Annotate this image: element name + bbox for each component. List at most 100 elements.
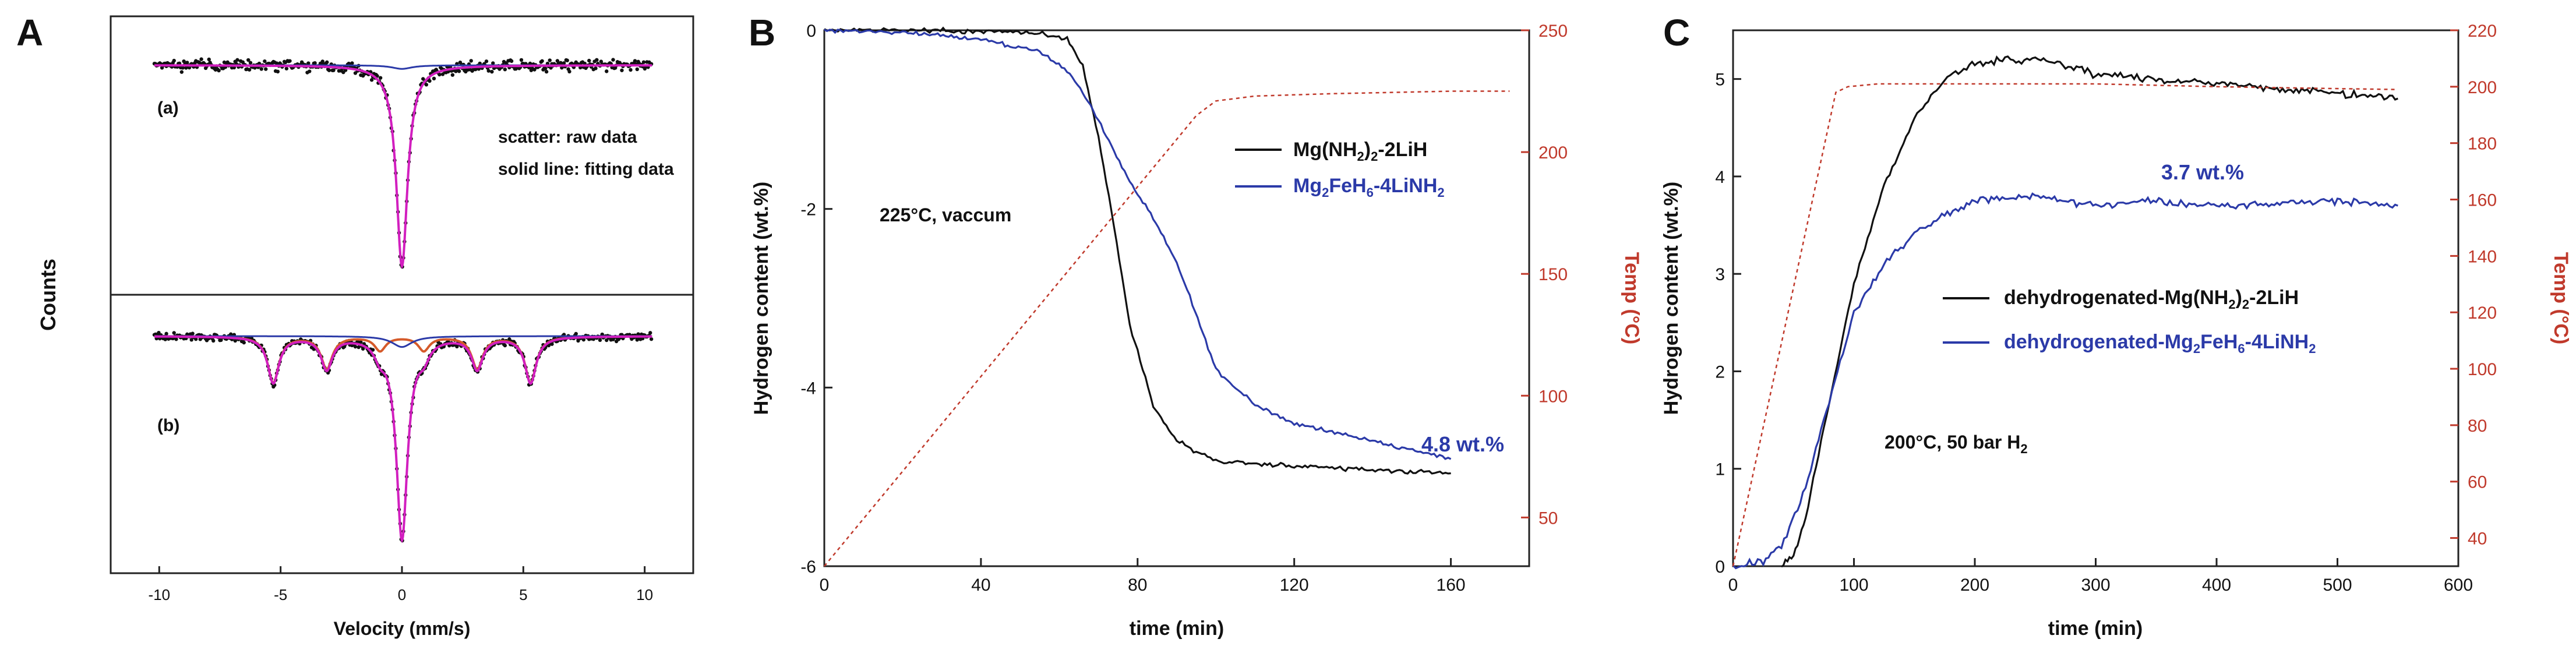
panel-a-raw-point xyxy=(246,58,250,62)
panel-a-legend-line2: solid line: fitting data xyxy=(498,160,674,179)
panel-a-raw-point xyxy=(567,69,571,74)
panel-a-raw-point xyxy=(548,58,552,62)
panel-a-raw-point xyxy=(503,343,507,348)
panel-a-raw-point xyxy=(648,331,652,335)
panel-a-raw-point xyxy=(478,61,482,66)
panel-a-label-a: (a) xyxy=(157,98,179,118)
panel-a-x-tick-label: 10 xyxy=(636,586,653,603)
panel-a-raw-point xyxy=(217,68,221,73)
panel-a-raw-point xyxy=(641,60,646,64)
panel-a-ylabel: Counts xyxy=(36,259,60,331)
panel-b-ticks: 0 40 80 120 160 0 -2 -4 -6 250 200 150 100 50 xyxy=(800,22,1568,595)
panel-a-raw-point xyxy=(248,61,253,65)
panel-c-y2-tick-label: 160 xyxy=(2468,191,2497,210)
panel-a-raw-point xyxy=(172,331,176,335)
panel-b: B 0 40 80 120 160 0 -2 -4 -6 250 200 150 100 50 Hydro… xyxy=(749,12,1643,640)
panel-a-raw-point xyxy=(432,76,436,81)
panel-b-y-tick-label: -2 xyxy=(800,200,816,220)
panel-a-raw-point xyxy=(229,332,233,336)
panel-a-x-tick-label: -10 xyxy=(149,586,171,603)
panel-a-raw-point xyxy=(635,67,639,72)
panel-a-raw-point xyxy=(357,345,361,350)
panel-a-raw-point xyxy=(276,69,280,74)
panel-a-raw-point xyxy=(263,59,267,63)
panel-c-legend-label-blue: dehydrogenated-Mg2FeH6-4LiNH2 xyxy=(2004,331,2316,356)
panel-a-raw-point xyxy=(509,59,514,63)
panel-c-y2label: Temp (°C) xyxy=(2550,252,2572,344)
panel-a-raw-point xyxy=(264,67,268,71)
panel-a-raw-point xyxy=(594,66,598,70)
panel-a-raw-point xyxy=(235,58,239,62)
panel-a-raw-point xyxy=(576,338,580,343)
panel-a-top-plot xyxy=(152,57,654,269)
panel-a-raw-point xyxy=(182,59,186,63)
panel-a-raw-point xyxy=(327,68,331,72)
panel-a-raw-point xyxy=(369,78,374,82)
panel-b-x-tick-label: 80 xyxy=(1128,576,1147,595)
panel-a-raw-point xyxy=(490,69,494,74)
panel-a-raw-point xyxy=(370,348,375,352)
panel-a-raw-point xyxy=(164,331,168,336)
panel-a-total-fit-line xyxy=(154,335,652,543)
panel-b-series-mg-nh2-2lih-line xyxy=(824,26,1451,475)
panel-a-raw-point xyxy=(331,68,336,72)
panel-a-raw-point xyxy=(544,69,549,74)
panel-c-y2-tick-label: 100 xyxy=(2468,360,2497,379)
panel-b-y-tick-label: 0 xyxy=(806,22,816,41)
panel-a-raw-point xyxy=(454,69,458,73)
panel-a-raw-point xyxy=(361,347,365,351)
panel-a-raw-point xyxy=(636,332,640,336)
panel-a-raw-point xyxy=(424,83,429,87)
panel-a-raw-point xyxy=(503,67,507,72)
panel-c-x-tick-label: 600 xyxy=(2444,576,2473,595)
panel-a-raw-point xyxy=(247,68,252,72)
panel-c-series-mg2feh6-4linh2-line xyxy=(1732,192,2398,570)
panel-a-raw-point xyxy=(550,342,554,346)
panel-b-y2-tick-label: 100 xyxy=(1538,387,1568,406)
panel-a-raw-point xyxy=(484,59,489,63)
panel-b-y2-tick-label: 250 xyxy=(1538,22,1568,41)
panel-a-raw-point xyxy=(455,344,459,349)
panel-a-raw-point xyxy=(486,69,491,73)
panel-a-raw-point xyxy=(595,58,599,62)
panel-a-raw-point xyxy=(469,59,473,63)
panel-b-x-tick-label: 160 xyxy=(1437,576,1466,595)
panel-b-x-tick-label: 120 xyxy=(1280,576,1309,595)
panel-a-raw-point xyxy=(649,337,654,341)
panel-a-raw-point xyxy=(605,69,609,73)
panel-c-y2-tick-label: 80 xyxy=(2468,416,2487,436)
panel-a-raw-point xyxy=(320,59,324,63)
panel-a-raw-point xyxy=(353,344,358,349)
panel-a-raw-point xyxy=(359,340,363,344)
panel-a-raw-point xyxy=(633,59,637,63)
panel-a-raw-point xyxy=(259,67,263,71)
panel-c-y-tick-label: 0 xyxy=(1715,557,1725,577)
panel-c-y2-tick-label: 220 xyxy=(2468,22,2497,41)
panel-a-sextet-fit-line xyxy=(154,335,652,384)
panel-b-annotation: 4.8 wt.% xyxy=(1421,432,1504,456)
panel-a-raw-point xyxy=(428,79,432,83)
panel-b-y2-tick-label: 150 xyxy=(1538,265,1568,284)
panel-b-series-temperature-line xyxy=(824,90,1510,567)
panel-b-legend-label-blue: Mg2FeH6-4LiNH2 xyxy=(1293,175,1445,200)
panel-a-raw-point xyxy=(581,337,586,342)
panel-a-raw-point xyxy=(313,61,317,65)
panel-a-raw-point xyxy=(308,69,312,73)
panel-a-raw-point xyxy=(284,66,289,70)
panel-a-label-b: (b) xyxy=(157,416,179,435)
panel-a-raw-point xyxy=(190,331,195,336)
panel-a-raw-point xyxy=(565,58,569,62)
panel-a-raw-point xyxy=(620,68,624,72)
panel-a-raw-point xyxy=(540,59,544,63)
panel-c-ticks: 0 100 200 300 400 500 600 0 1 2 3 4 5 40 60 80 100 120 140… xyxy=(1715,22,2497,595)
panel-c-xlabel: time (min) xyxy=(2048,617,2143,640)
panel-b-letter: B xyxy=(749,12,775,54)
panel-a-raw-point xyxy=(350,61,354,65)
panel-a-top-frame xyxy=(110,15,694,296)
panel-c-x-tick-label: 400 xyxy=(2202,576,2231,595)
panel-a-raw-point xyxy=(185,61,189,65)
panel-a-raw-point xyxy=(378,76,383,80)
panel-a-raw-point xyxy=(598,338,602,343)
panel-a-raw-point xyxy=(306,61,310,65)
panel-c-y-tick-label: 2 xyxy=(1715,362,1725,382)
